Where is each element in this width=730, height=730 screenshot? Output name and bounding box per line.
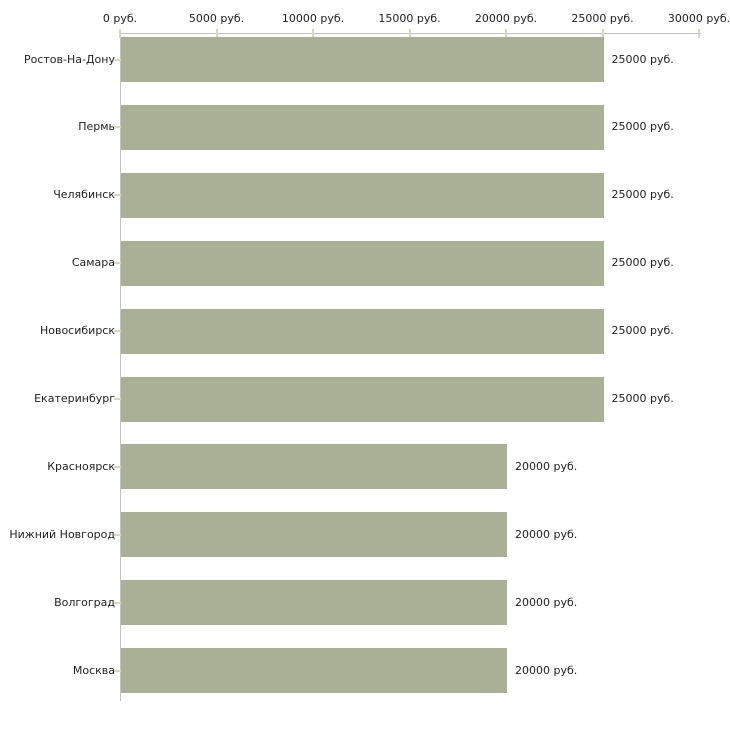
x-tick-mark <box>119 29 121 38</box>
y-tick-mark <box>114 58 121 61</box>
value-axis-line <box>120 33 701 34</box>
bar <box>121 37 604 82</box>
x-tick-label: 20000 руб. <box>474 12 538 25</box>
bar <box>121 104 604 150</box>
x-tick-mark <box>698 29 700 38</box>
y-tick-mark <box>114 194 121 197</box>
bar-value-label: 25000 руб. <box>611 324 674 338</box>
x-tick-label: 15000 руб. <box>378 12 441 25</box>
x-tick-label: 10000 руб. <box>281 12 345 25</box>
x-tick-label: 0 руб. <box>102 12 138 25</box>
bar-value-label: 25000 руб. <box>611 52 674 66</box>
bar-value-label: 20000 руб. <box>515 663 578 677</box>
bar <box>121 376 604 422</box>
bar <box>121 444 507 490</box>
bar-value-label: 20000 руб. <box>515 595 578 609</box>
y-tick-mark <box>114 126 121 129</box>
bar-value-label: 20000 руб. <box>515 459 578 473</box>
category-label: Москва <box>72 663 115 677</box>
category-label: Ростов-На-Дону <box>23 52 115 66</box>
y-tick-mark <box>114 330 121 333</box>
category-label: Нижний Новгород <box>9 527 115 541</box>
category-label: Новосибирск <box>39 324 115 338</box>
category-label: Пермь <box>78 120 115 134</box>
bar <box>121 240 604 286</box>
bar-value-label: 25000 руб. <box>611 256 674 270</box>
x-tick-label: 30000 руб. <box>667 12 730 25</box>
y-tick-mark <box>114 669 121 672</box>
x-tick-mark <box>312 29 314 38</box>
category-label: Самара <box>71 256 115 270</box>
x-tick-mark <box>215 29 218 38</box>
x-tick-label: 25000 руб. <box>571 12 634 25</box>
x-tick-mark <box>601 29 604 38</box>
category-label: Челябинск <box>53 188 115 202</box>
bar <box>121 512 507 558</box>
bar <box>121 172 604 218</box>
bar-value-label: 20000 руб. <box>515 527 578 541</box>
bar <box>121 648 507 694</box>
y-tick-mark <box>114 262 121 265</box>
category-label: Волгоград <box>54 595 115 609</box>
bar-value-label: 25000 руб. <box>611 392 674 405</box>
bar <box>121 308 604 354</box>
category-label: Екатеринбург <box>34 392 115 405</box>
category-axis-line <box>120 33 121 701</box>
x-tick-label: 5000 руб. <box>188 12 245 25</box>
y-tick-mark <box>114 465 121 468</box>
bar-value-label: 25000 руб. <box>611 120 674 134</box>
x-tick-mark <box>505 29 507 38</box>
y-tick-mark <box>114 601 121 604</box>
y-tick-mark <box>114 398 121 400</box>
y-tick-mark <box>114 533 121 536</box>
category-label: Красноярск <box>47 459 115 473</box>
bar-value-label: 25000 руб. <box>611 188 674 202</box>
bar <box>121 580 507 626</box>
x-tick-mark <box>408 29 411 38</box>
